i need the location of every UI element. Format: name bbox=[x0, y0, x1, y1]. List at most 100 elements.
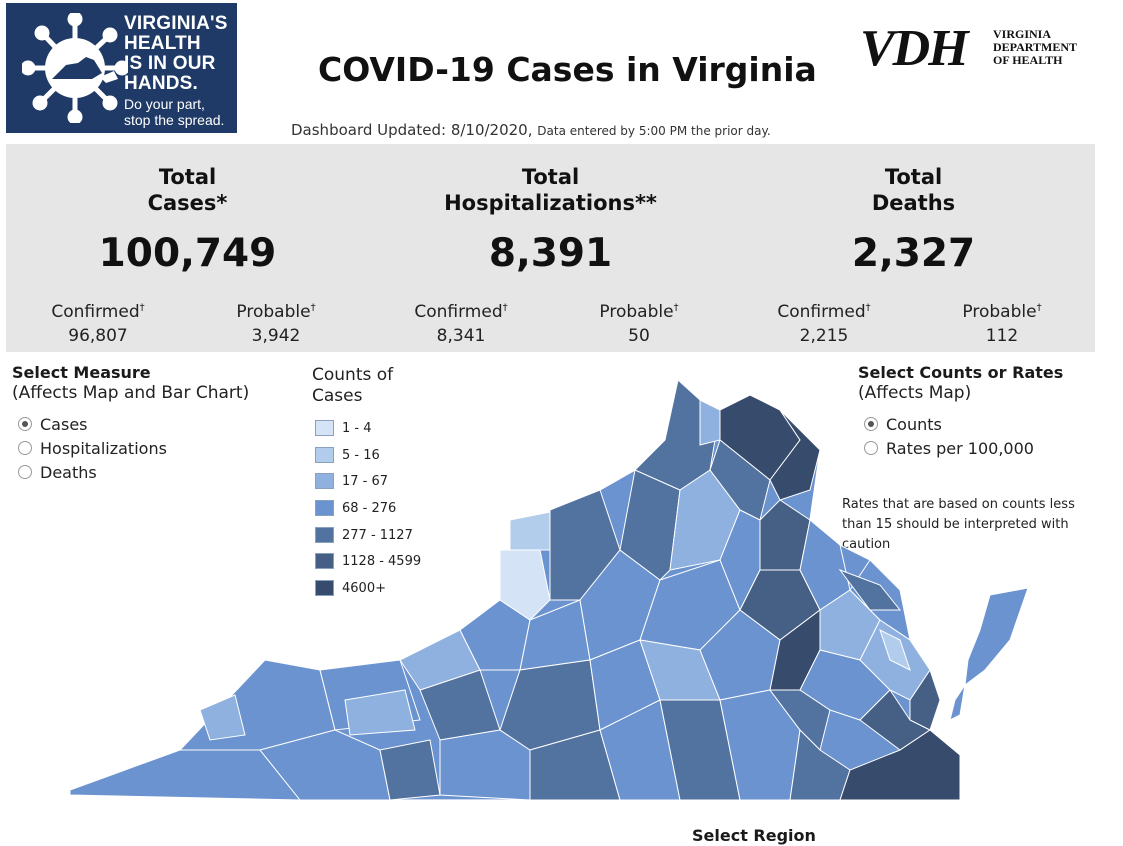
county-region[interactable] bbox=[259, 729, 391, 801]
kpi-title: Total Cases* bbox=[6, 164, 369, 216]
confirmed-value: 8,341 bbox=[436, 326, 486, 346]
probable-label: Probable bbox=[962, 302, 1037, 322]
legend-title-line-1: Counts of bbox=[312, 365, 394, 385]
legend-item: 1 - 4 bbox=[315, 420, 372, 436]
county-region[interactable] bbox=[719, 509, 761, 612]
radio-unselected-icon[interactable] bbox=[18, 441, 32, 455]
county-region[interactable] bbox=[379, 739, 441, 801]
measure-selector: Select Measure (Affects Map and Bar Char… bbox=[12, 363, 249, 484]
legend-label: 1 - 4 bbox=[342, 420, 372, 436]
counts-rates-selector: Select Counts or Rates (Affects Map) Cou… bbox=[858, 363, 1063, 460]
probable-label: Probable bbox=[236, 302, 311, 322]
radio-counts[interactable]: Counts bbox=[864, 412, 1063, 436]
radio-selected-icon[interactable] bbox=[18, 417, 32, 431]
legend-swatch bbox=[315, 473, 334, 489]
radio-measure-hospitalizations[interactable]: Hospitalizations bbox=[18, 436, 249, 460]
kpi-title-line-1: Total bbox=[521, 165, 580, 189]
confirmed-value: 96,807 bbox=[68, 326, 128, 346]
counts-rates-subtitle: (Affects Map) bbox=[858, 383, 972, 403]
kpi-title: Total Hospitalizations** bbox=[369, 164, 732, 216]
probable-value: 112 bbox=[985, 326, 1019, 346]
legend-item: 17 - 67 bbox=[315, 473, 388, 489]
county-region[interactable] bbox=[199, 694, 246, 741]
kpi-panel: Total Cases* 100,749 Confirmed† 96,807 P… bbox=[6, 144, 1095, 352]
measure-subtitle: (Affects Map and Bar Chart) bbox=[12, 383, 250, 403]
kpi-title-line-1: Total bbox=[884, 165, 943, 189]
radio-unselected-icon[interactable] bbox=[18, 465, 32, 479]
legend-title-line-2: Cases bbox=[312, 386, 363, 406]
radio-label: Counts bbox=[886, 414, 942, 434]
kpi-title: Total Deaths bbox=[732, 164, 1095, 216]
dagger-mark: † bbox=[310, 302, 316, 314]
vdh-logo-text: VIRGINIA DEPARTMENT OF HEALTH bbox=[993, 28, 1077, 67]
radio-unselected-icon[interactable] bbox=[864, 441, 878, 455]
updated-date: Dashboard Updated: 8/10/2020, bbox=[291, 121, 533, 139]
kpi-total-value: 8,391 bbox=[488, 231, 613, 276]
legend-label: 68 - 276 bbox=[342, 500, 397, 516]
kpi-total-value: 100,749 bbox=[98, 231, 277, 276]
county-region[interactable] bbox=[879, 629, 911, 671]
county-region[interactable] bbox=[344, 689, 416, 736]
virginia-county-map[interactable] bbox=[60, 370, 1050, 810]
kpi-title-line-2: Hospitalizations** bbox=[444, 191, 657, 215]
county-region-eastern-shore[interactable] bbox=[949, 684, 966, 721]
dagger-mark: † bbox=[673, 302, 679, 314]
logo-tagline-2: stop the spread. bbox=[124, 112, 225, 128]
logo-line-3: IS IN OUR bbox=[124, 53, 216, 74]
radio-measure-deaths[interactable]: Deaths bbox=[18, 460, 249, 484]
kpi-probable: Probable† 112 bbox=[922, 300, 1082, 348]
virginia-health-logo: VIRGINIA'S HEALTH IS IN OUR HANDS. Do yo… bbox=[6, 3, 237, 133]
kpi-total-cases: Total Cases* 100,749 Confirmed† 96,807 P… bbox=[6, 144, 369, 352]
confirmed-label: Confirmed bbox=[51, 302, 140, 322]
legend-label: 1128 - 4599 bbox=[342, 553, 422, 569]
radio-selected-icon[interactable] bbox=[864, 417, 878, 431]
radio-label: Rates per 100,000 bbox=[886, 438, 1034, 458]
legend-swatch bbox=[315, 553, 334, 569]
probable-value: 50 bbox=[628, 326, 650, 346]
dagger-mark: † bbox=[502, 302, 508, 314]
probable-value: 3,942 bbox=[251, 326, 301, 346]
logo-line-4: HANDS. bbox=[124, 73, 199, 94]
county-region-eastern-shore[interactable] bbox=[964, 587, 1029, 687]
county-region[interactable] bbox=[699, 399, 721, 446]
county-region[interactable] bbox=[909, 668, 941, 731]
kpi-title-line-2: Cases* bbox=[147, 191, 228, 215]
updated-note: Data entered by 5:00 PM the prior day. bbox=[537, 124, 771, 138]
dagger-mark: † bbox=[139, 302, 145, 314]
kpi-confirmed: Confirmed† 8,341 bbox=[381, 300, 541, 348]
legend-swatch bbox=[315, 580, 334, 596]
radio-rates[interactable]: Rates per 100,000 bbox=[864, 436, 1063, 460]
kpi-total-deaths: Total Deaths 2,327 Confirmed† 2,215 Prob… bbox=[732, 144, 1095, 352]
legend-swatch bbox=[315, 500, 334, 516]
dagger-mark: † bbox=[1036, 302, 1042, 314]
legend-item: 68 - 276 bbox=[315, 500, 396, 516]
counts-rates-title: Select Counts or Rates bbox=[858, 363, 1064, 382]
legend-title: Counts of Cases bbox=[312, 365, 393, 407]
county-region[interactable] bbox=[838, 568, 902, 611]
legend-swatch bbox=[315, 447, 334, 463]
logo-line-2: HEALTH bbox=[124, 33, 201, 54]
radio-label: Cases bbox=[40, 414, 88, 434]
page-title: COVID-19 Cases in Virginia bbox=[318, 50, 817, 89]
legend-label: 5 - 16 bbox=[342, 447, 380, 463]
legend-item: 5 - 16 bbox=[315, 447, 380, 463]
legend-label: 17 - 67 bbox=[342, 473, 389, 489]
radio-measure-cases[interactable]: Cases bbox=[18, 412, 249, 436]
vdh-line-1: VIRGINIA bbox=[993, 27, 1052, 41]
radio-label: Hospitalizations bbox=[40, 438, 167, 458]
confirmed-label: Confirmed bbox=[777, 302, 866, 322]
legend-item: 1128 - 4599 bbox=[315, 553, 421, 569]
legend-item: 4600+ bbox=[315, 580, 386, 596]
county-region[interactable] bbox=[769, 689, 831, 751]
logo-line-1: VIRGINIA'S bbox=[124, 13, 228, 34]
legend-label: 4600+ bbox=[342, 580, 386, 596]
kpi-title-line-2: Deaths bbox=[871, 191, 956, 215]
kpi-total-hospitalizations: Total Hospitalizations** 8,391 Confirmed… bbox=[369, 144, 732, 352]
kpi-probable: Probable† 3,942 bbox=[196, 300, 356, 348]
virus-icon bbox=[22, 13, 128, 123]
vdh-line-2: DEPARTMENT bbox=[993, 40, 1078, 54]
kpi-confirmed: Confirmed† 96,807 bbox=[18, 300, 178, 348]
rates-caution-note: Rates that are based on counts less than… bbox=[842, 497, 1075, 552]
vdh-logo-mark: VDH bbox=[860, 20, 969, 77]
kpi-confirmed: Confirmed† 2,215 bbox=[744, 300, 904, 348]
